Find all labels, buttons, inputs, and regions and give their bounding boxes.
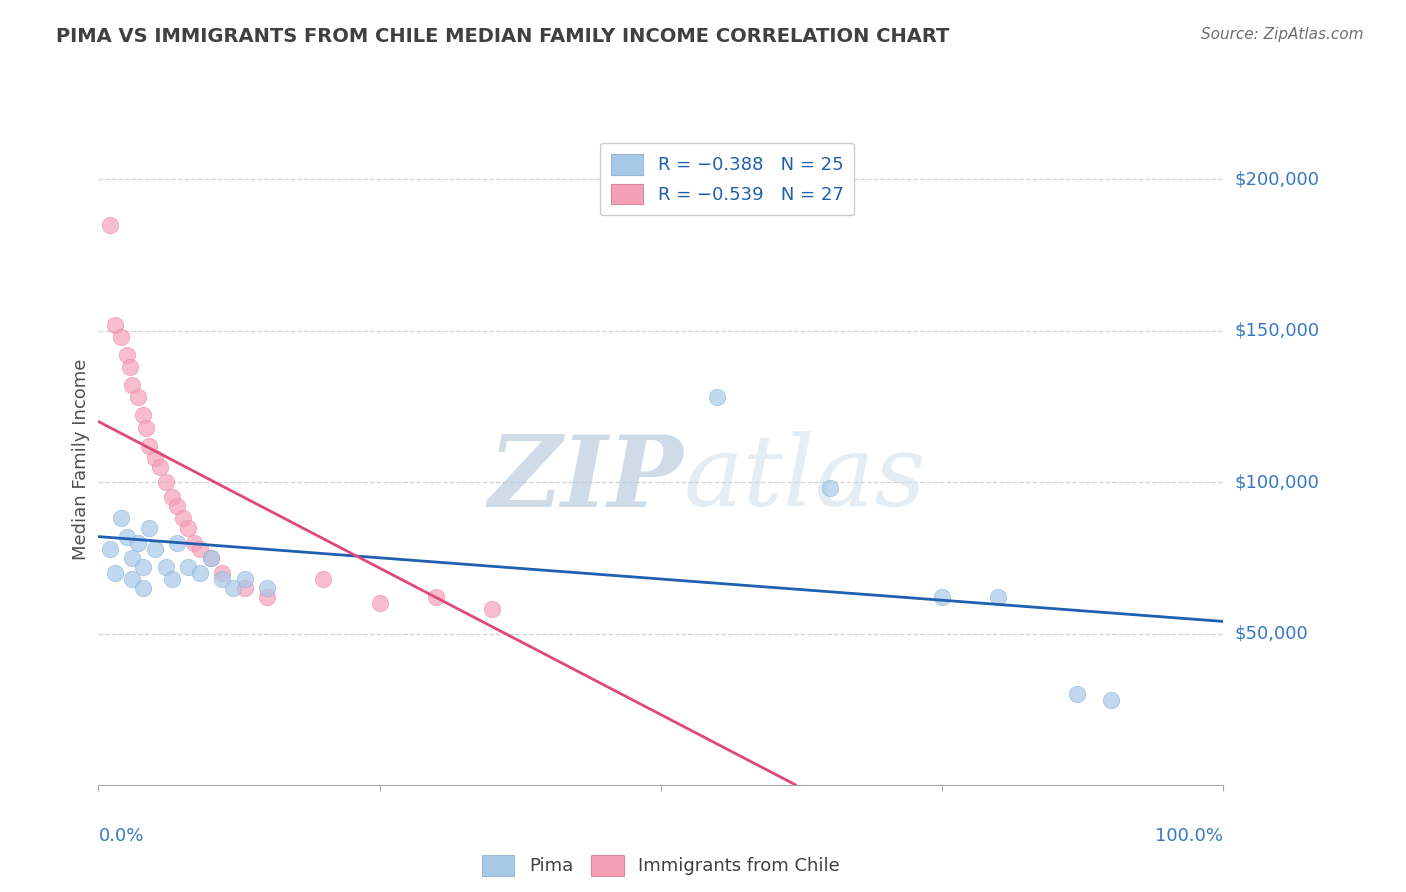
Point	[127, 390, 149, 404]
Point	[211, 566, 233, 580]
Point	[132, 409, 155, 423]
Point	[425, 590, 447, 604]
Point	[98, 218, 121, 232]
Point	[155, 560, 177, 574]
Point	[200, 550, 222, 565]
Point	[104, 318, 127, 332]
Point	[132, 581, 155, 595]
Point	[98, 541, 121, 556]
Point	[818, 481, 841, 495]
Point	[110, 329, 132, 343]
Point	[211, 572, 233, 586]
Text: ZIP: ZIP	[488, 431, 683, 527]
Point	[1066, 687, 1088, 701]
Point	[368, 596, 391, 610]
Point	[127, 535, 149, 549]
Point	[706, 390, 728, 404]
Point	[177, 520, 200, 534]
Point	[115, 348, 138, 362]
Text: Source: ZipAtlas.com: Source: ZipAtlas.com	[1201, 27, 1364, 42]
Legend: Pima, Immigrants from Chile: Pima, Immigrants from Chile	[471, 844, 851, 887]
Point	[931, 590, 953, 604]
Text: $150,000: $150,000	[1234, 322, 1319, 340]
Point	[233, 572, 256, 586]
Point	[143, 541, 166, 556]
Text: $50,000: $50,000	[1234, 624, 1308, 642]
Point	[188, 541, 211, 556]
Point	[160, 572, 183, 586]
Point	[138, 439, 160, 453]
Point	[138, 520, 160, 534]
Point	[987, 590, 1010, 604]
Point	[177, 560, 200, 574]
Text: 100.0%: 100.0%	[1156, 827, 1223, 845]
Text: atlas: atlas	[683, 431, 927, 526]
Point	[121, 550, 143, 565]
Text: 0.0%: 0.0%	[98, 827, 143, 845]
Point	[481, 602, 503, 616]
Point	[256, 581, 278, 595]
Point	[200, 550, 222, 565]
Point	[166, 500, 188, 514]
Text: PIMA VS IMMIGRANTS FROM CHILE MEDIAN FAMILY INCOME CORRELATION CHART: PIMA VS IMMIGRANTS FROM CHILE MEDIAN FAM…	[56, 27, 949, 45]
Point	[115, 530, 138, 544]
Point	[135, 420, 157, 434]
Point	[110, 511, 132, 525]
Point	[155, 475, 177, 489]
Text: $100,000: $100,000	[1234, 473, 1319, 491]
Point	[188, 566, 211, 580]
Point	[143, 450, 166, 465]
Point	[222, 581, 245, 595]
Point	[233, 581, 256, 595]
Point	[1099, 693, 1122, 707]
Point	[172, 511, 194, 525]
Point	[160, 490, 183, 504]
Point	[132, 560, 155, 574]
Point	[256, 590, 278, 604]
Point	[121, 378, 143, 392]
Point	[312, 572, 335, 586]
Point	[183, 535, 205, 549]
Text: $200,000: $200,000	[1234, 170, 1319, 188]
Point	[121, 572, 143, 586]
Point	[104, 566, 127, 580]
Point	[118, 359, 141, 374]
Point	[149, 459, 172, 474]
Point	[166, 535, 188, 549]
Y-axis label: Median Family Income: Median Family Income	[72, 359, 90, 560]
